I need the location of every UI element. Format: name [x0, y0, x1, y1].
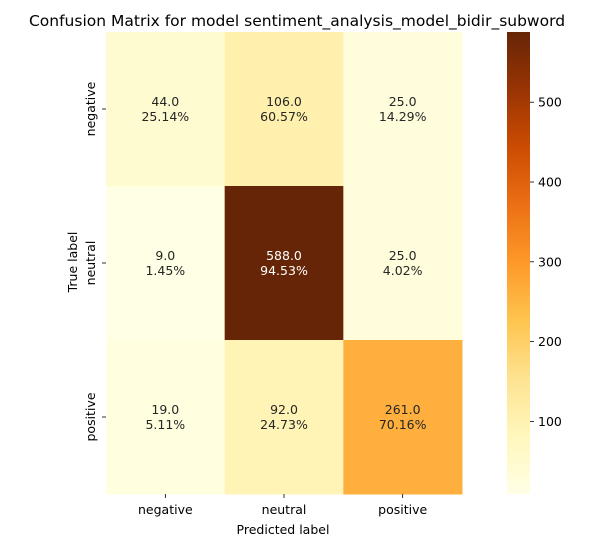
- x-axis-label: Predicted label: [237, 522, 330, 537]
- colorbar-tick-label: 300: [538, 254, 562, 269]
- cell-data-label: 106.0: [266, 94, 302, 109]
- cell-data-label: 261.0: [385, 402, 421, 417]
- cell-data-label: 24.73%: [260, 417, 308, 432]
- heatmap-cell: [224, 186, 344, 341]
- y-tick-label: negative: [83, 81, 98, 136]
- heatmap-cell: [106, 340, 226, 495]
- heatmap-cell: [106, 32, 226, 187]
- cell-data-label: 60.57%: [260, 109, 308, 124]
- cell-data-label: 25.14%: [141, 109, 189, 124]
- heatmap-cell: [224, 32, 344, 187]
- heatmap-cell: [224, 340, 344, 495]
- y-tick-label: neutral: [83, 241, 98, 286]
- heatmap-cell: [343, 186, 463, 341]
- cell-data-label: 25.0: [389, 94, 417, 109]
- cell-data-label: 19.0: [151, 402, 179, 417]
- cell-data-label: 44.0: [151, 94, 179, 109]
- x-tick-label: negative: [138, 502, 193, 517]
- heatmap-cell: [343, 340, 463, 495]
- cell-data-label: 94.53%: [260, 263, 308, 278]
- x-tick-label: neutral: [262, 502, 307, 517]
- colorbar: [507, 32, 530, 494]
- chart-title: Confusion Matrix for model sentiment_ana…: [29, 12, 565, 31]
- cell-data-label: 70.16%: [379, 417, 427, 432]
- colorbar-ticks: 100 200 300 400 500: [530, 95, 562, 429]
- cell-data-label: 25.0: [389, 248, 417, 263]
- cell-data-label: 14.29%: [379, 109, 427, 124]
- cell-data-label: 4.02%: [383, 263, 423, 278]
- heatmap-cell: [106, 186, 226, 341]
- heatmap-cell: [343, 32, 463, 187]
- colorbar-tick-label: 500: [538, 95, 562, 110]
- y-tick-label: positive: [83, 392, 98, 441]
- cell-data-label: 1.45%: [145, 263, 185, 278]
- colorbar-tick-label: 200: [538, 334, 562, 349]
- cell-data-label: 588.0: [266, 248, 302, 263]
- colorbar-tick-label: 400: [538, 175, 562, 190]
- cell-data-label: 9.0: [155, 248, 175, 263]
- colorbar-tick-label: 100: [538, 414, 562, 429]
- heatmap-cells: 44.025.14%106.060.57%25.014.29%9.01.45%5…: [106, 32, 463, 495]
- cell-data-label: 5.11%: [145, 417, 185, 432]
- y-axis-label: True label: [65, 232, 80, 294]
- x-axis-ticks: negative neutral positive: [138, 494, 427, 517]
- cell-data-label: 92.0: [270, 402, 298, 417]
- x-tick-label: positive: [378, 502, 427, 517]
- y-axis-ticks: negative neutral positive: [83, 81, 106, 442]
